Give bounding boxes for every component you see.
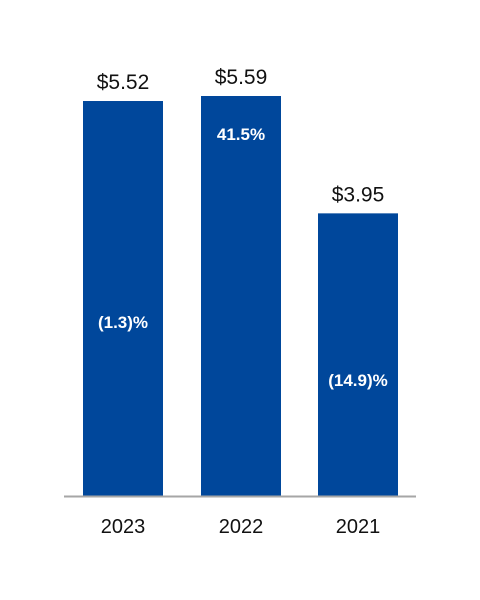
bar-2022	[201, 96, 281, 496]
change-label-2023: (1.3)%	[98, 313, 148, 332]
bar-2021	[318, 213, 398, 496]
change-label-2021: (14.9)%	[328, 371, 388, 390]
value-label-2021: $3.95	[332, 183, 385, 206]
value-label-2022: $5.59	[215, 66, 268, 89]
change-label-2022: 41.5%	[217, 125, 265, 144]
x-tick-label-2022: 2022	[219, 516, 264, 538]
bars	[83, 96, 398, 496]
x-tick-label-2021: 2021	[336, 516, 381, 538]
labels: $5.52 (1.3)% 2023 $5.59 41.5% 2022 $3.95 (14.9)…	[97, 66, 388, 538]
value-label-2023: $5.52	[97, 71, 150, 94]
bar-2023	[83, 101, 163, 496]
x-tick-label-2023: 2023	[101, 516, 146, 538]
